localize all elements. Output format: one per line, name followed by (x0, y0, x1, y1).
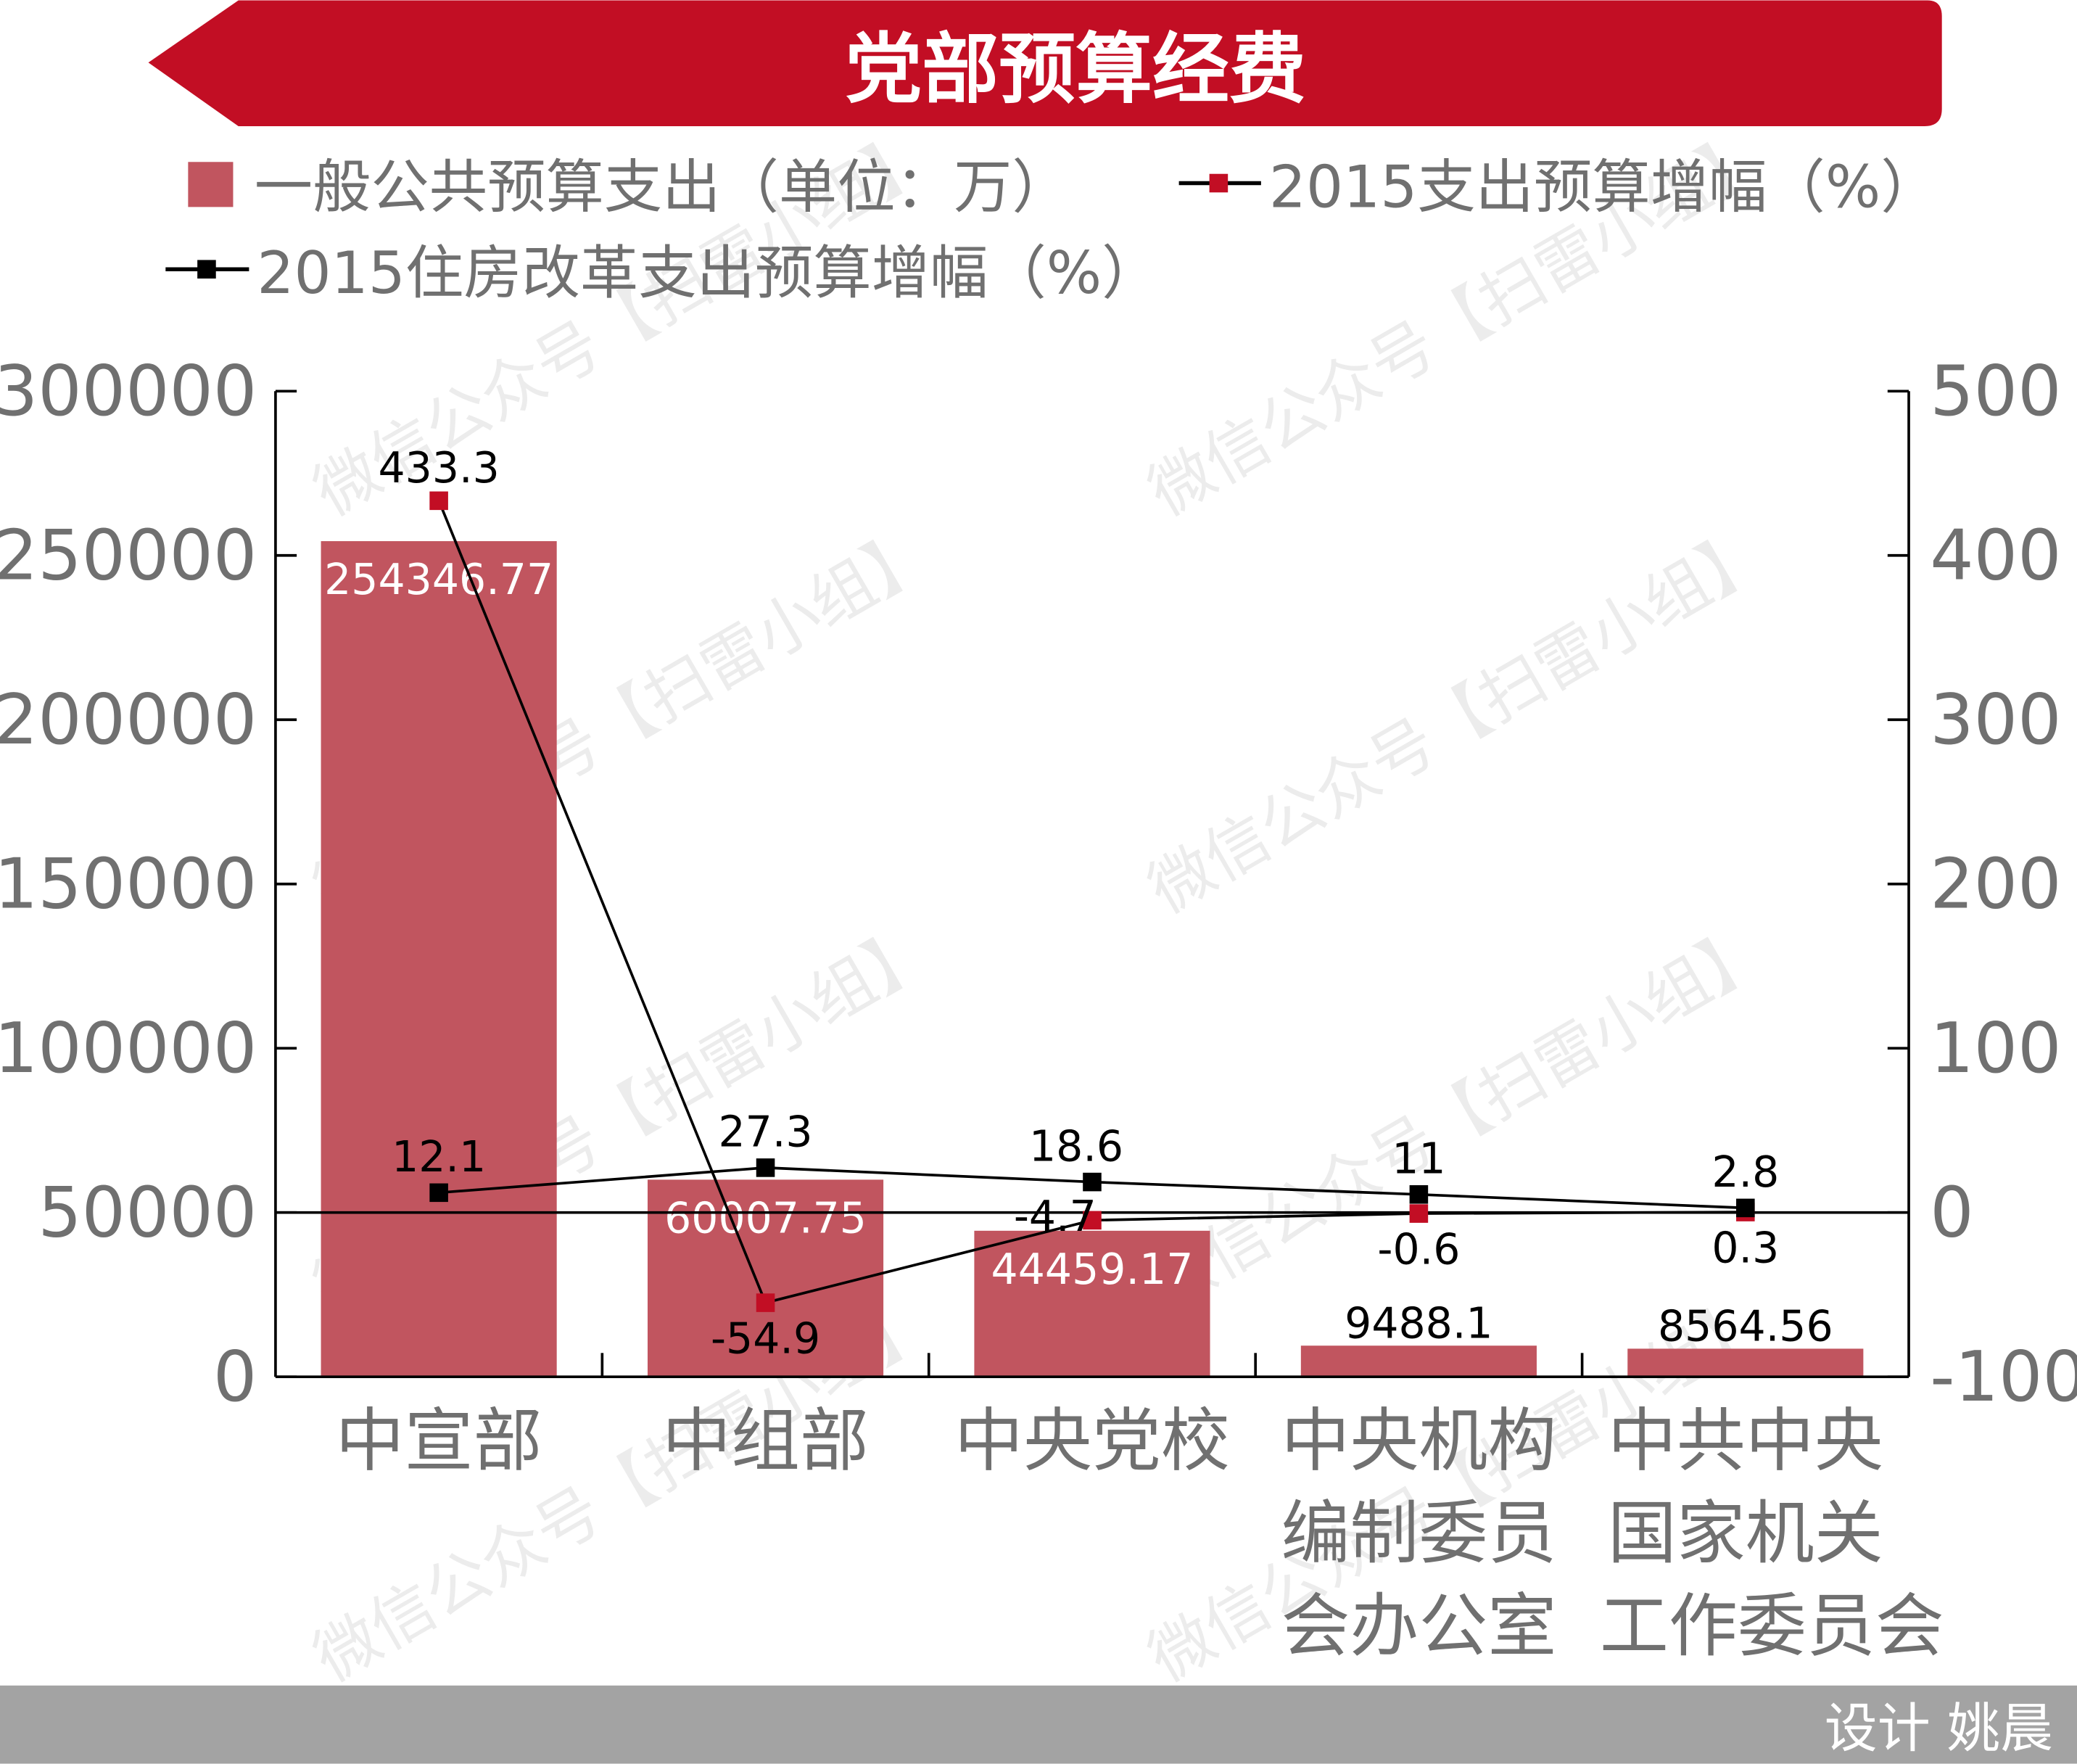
plot-area: 254346.77 60007.75 44459.17 9488.1 8564.56 0 5… (0, 352, 2077, 1666)
right-tick-label: 0 (1930, 1174, 1973, 1253)
series-label: 18.6 (1029, 1121, 1123, 1171)
right-tick-label: 500 (1930, 352, 2061, 432)
category-label: 国家机关 (1608, 1494, 1883, 1574)
series-label: -4.7 (1014, 1192, 1097, 1241)
series-label: 433.3 (378, 443, 499, 492)
category-label: 工作委员会 (1600, 1586, 1944, 1666)
series-label: 0.3 (1711, 1223, 1779, 1272)
legend-label-red: 2015支出预算增幅（%） (1269, 152, 1939, 220)
bar-label: 60007.75 (664, 1193, 867, 1242)
legend-label-bar: 一般公共预算支出（单位：万） (255, 152, 1070, 220)
bar-label: 254346.77 (324, 555, 553, 604)
category-label: 编制委员 (1281, 1494, 1556, 1574)
footer-bar (0, 1685, 2077, 1764)
bar (974, 1230, 1210, 1377)
series-marker (1409, 1204, 1429, 1223)
bar-label: 44459.17 (991, 1245, 1194, 1294)
bar (321, 541, 557, 1377)
left-tick-label: 150000 (0, 845, 257, 925)
right-tick-label: 100 (1930, 1009, 2061, 1089)
series-label: 12.1 (392, 1132, 486, 1182)
title-banner (148, 0, 1942, 126)
legend-label-black: 2015住房改革支出预算增幅（%） (257, 239, 1160, 307)
category-label: 中宣部 (336, 1401, 542, 1481)
series-label: -0.6 (1377, 1224, 1460, 1274)
category-label: 会办公室 (1281, 1586, 1556, 1666)
series-label: 2.8 (1711, 1147, 1779, 1197)
series-marker (429, 491, 448, 511)
bar (1300, 1345, 1537, 1377)
series-marker (1736, 1198, 1755, 1218)
category-label: 中央机构 (1281, 1401, 1556, 1481)
footer-credit: 设计 姚晨 (1825, 1698, 2053, 1760)
watermark-text: 微信公众号【扫雷小组】 (1136, 514, 1779, 927)
left-tick-label: 250000 (0, 516, 257, 596)
legend-marker-black (197, 260, 216, 279)
series-marker (429, 1183, 448, 1203)
series-marker (756, 1158, 775, 1177)
legend: 一般公共预算支出（单位：万） 2015支出预算增幅（%） 2015住房改革支出预… (165, 152, 1939, 307)
chart-title: 党部预算经费 (845, 25, 1306, 114)
left-tick-label: 50000 (38, 1174, 257, 1253)
left-tick-label: 100000 (0, 1009, 257, 1089)
right-tick-label: 400 (1930, 516, 2061, 596)
bar (1627, 1348, 1864, 1377)
right-tick-label: 200 (1930, 845, 2061, 925)
legend-swatch-bar (188, 162, 234, 207)
left-tick-label: 0 (213, 1338, 257, 1417)
series-marker (756, 1293, 775, 1312)
left-tick-label: 300000 (0, 352, 257, 432)
category-label: 中央党校 (954, 1401, 1230, 1481)
right-tick-label: 300 (1930, 680, 2061, 760)
series-label: 27.3 (718, 1108, 812, 1157)
series-label: -54.9 (711, 1314, 820, 1363)
right-tick-label: -100 (1930, 1338, 2077, 1417)
bar-label: 8564.56 (1658, 1301, 1833, 1351)
category-label: 中组部 (662, 1401, 869, 1481)
series-label: 11 (1392, 1134, 1445, 1184)
bar-label: 9488.1 (1345, 1298, 1492, 1348)
series-marker (1083, 1211, 1102, 1230)
category-label: 中共中央 (1608, 1401, 1883, 1481)
series-marker (1083, 1172, 1102, 1192)
series-marker (1409, 1185, 1429, 1204)
legend-marker-red (1209, 173, 1229, 193)
left-tick-label: 200000 (0, 680, 257, 760)
